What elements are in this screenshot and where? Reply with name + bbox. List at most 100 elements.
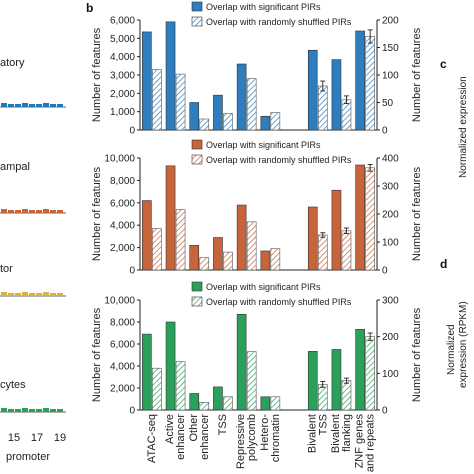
left-row-bar xyxy=(22,292,28,296)
bar-significant xyxy=(331,189,342,271)
left-row-bar xyxy=(1,292,7,296)
category-label: enhancer xyxy=(199,414,211,460)
bar-shuffled xyxy=(317,234,328,271)
bar-shuffled xyxy=(270,248,281,271)
bar-significant xyxy=(355,30,365,131)
left-row-bar xyxy=(43,209,49,213)
bar-shuffled xyxy=(246,351,257,411)
y-tick-label: 10,000 xyxy=(104,296,135,307)
bar-shuffled xyxy=(223,251,233,271)
y-tick-label: 5,000 xyxy=(110,34,135,45)
legend-swatch xyxy=(191,139,203,150)
left-row-bar xyxy=(29,409,35,412)
bar-significant xyxy=(307,49,318,131)
y-tick-label: 2,000 xyxy=(110,89,135,100)
bar-significant xyxy=(236,204,247,271)
category-label: TSS xyxy=(217,414,229,435)
category-label: Active xyxy=(164,414,176,444)
left-row-bar xyxy=(22,103,28,107)
bar-significant xyxy=(260,250,271,271)
legend-label: Overlap with randomly shuffled PIRs xyxy=(206,297,352,307)
bar-significant xyxy=(165,321,176,411)
left-row-bar xyxy=(15,104,21,107)
bar-shuffled xyxy=(270,396,281,411)
bar-significant xyxy=(165,21,176,131)
left-tick-label: 15 xyxy=(8,432,20,444)
bar-significant xyxy=(213,237,223,271)
legend-swatch xyxy=(191,154,203,165)
category-label: polycomb xyxy=(246,414,258,461)
category-label: flanking xyxy=(341,414,353,452)
left-row-bar xyxy=(29,293,35,296)
bar-significant xyxy=(307,206,318,271)
bar-significant xyxy=(236,63,247,131)
y2-tick-label: 0 xyxy=(382,266,388,277)
category-label: and repeats xyxy=(365,414,377,473)
left-panel-fragments: atory ampal tor cytes 15 17 19 promoter xyxy=(0,57,66,463)
category-label: Hetero- xyxy=(259,414,271,451)
left-row-bar xyxy=(50,293,56,296)
panel-letter-b: b xyxy=(86,1,93,15)
left-row-bar xyxy=(15,210,21,213)
left-row-bar xyxy=(1,209,7,213)
y-tick-label: 0 xyxy=(129,126,135,137)
y-tick-label: 2,000 xyxy=(110,384,135,395)
y2-tick-label: 100 xyxy=(382,369,399,380)
left-row-bar xyxy=(57,210,63,213)
bar-significant xyxy=(307,351,318,411)
y-tick-label: 4,000 xyxy=(110,362,135,373)
bar-shuffled xyxy=(175,361,186,411)
category-label: ATAC-seq xyxy=(146,414,158,463)
category-label: enhancer xyxy=(175,414,187,460)
category-label: Other xyxy=(188,414,200,442)
bar-significant xyxy=(355,164,365,271)
bar-shuffled xyxy=(246,221,257,271)
panel-d-ylabel-line2: expression (RPKM) xyxy=(458,301,469,388)
left-row-bar xyxy=(22,209,28,213)
left-row-bar xyxy=(50,104,56,107)
y-tick-label: 0 xyxy=(129,266,135,277)
legend-label: Overlap with randomly shuffled PIRs xyxy=(206,17,352,27)
left-row-bar xyxy=(29,104,35,107)
bar-shuffled xyxy=(175,73,186,131)
y2-tick-label: 300 xyxy=(382,182,399,193)
bar-shuffled xyxy=(341,230,352,271)
y-tick-label: 2,000 xyxy=(110,243,135,254)
bar-significant xyxy=(189,393,200,411)
y-tick-label: 10,000 xyxy=(104,154,135,165)
left-row-label: ampal xyxy=(0,161,30,173)
bar-shuffled xyxy=(270,112,281,131)
left-tick-label: 17 xyxy=(31,432,43,444)
y2-tick-label: 100 xyxy=(382,71,399,82)
y-axis-label: Number of features xyxy=(91,27,103,122)
bar-shuffled xyxy=(199,401,210,411)
bar-significant xyxy=(331,59,342,131)
y-tick-label: 4,000 xyxy=(110,221,135,232)
y-tick-label: 8,000 xyxy=(110,176,135,187)
left-row-bar xyxy=(43,408,49,412)
legend-label: Overlap with significant PIRs xyxy=(206,2,321,12)
bar-significant xyxy=(142,31,152,131)
bar-significant xyxy=(331,349,342,411)
bar-significant xyxy=(355,329,365,411)
bar-shuffled xyxy=(199,118,210,131)
bar-shuffled xyxy=(199,257,210,271)
chart-panel-3: 0 2,000 4,000 6,000 8,000 10,000 0 100 200 300 Num… xyxy=(91,281,423,417)
bar-significant xyxy=(165,165,176,271)
bar-significant xyxy=(213,386,223,411)
left-row-bar xyxy=(57,409,63,412)
y2-tick-label: 200 xyxy=(382,210,399,221)
bar-significant xyxy=(142,333,152,411)
y2-tick-label: 400 xyxy=(382,154,399,165)
y2-axis-label: Number of features xyxy=(411,307,423,402)
y2-tick-label: 50 xyxy=(382,98,394,109)
left-row-bar xyxy=(50,409,56,412)
bar-significant xyxy=(260,115,271,131)
legend-swatch xyxy=(191,1,203,12)
y-axis-label: Number of features xyxy=(91,307,103,402)
left-xlabel: promoter xyxy=(6,451,50,463)
legend-swatch xyxy=(191,296,203,307)
left-row-bar xyxy=(36,293,42,296)
bar-shuffled xyxy=(175,209,186,271)
